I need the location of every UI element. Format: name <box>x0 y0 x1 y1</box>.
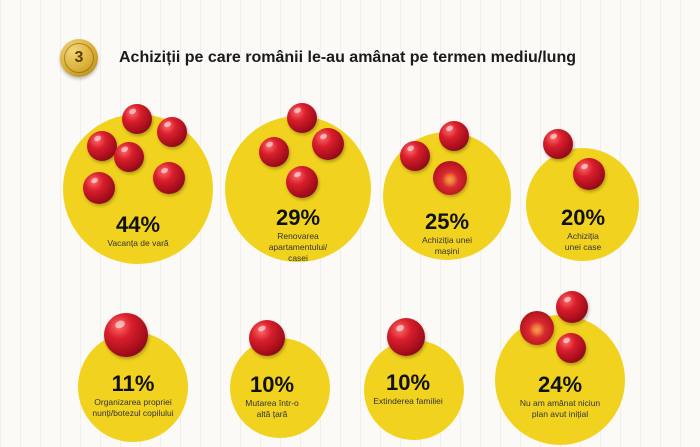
stat-wedding: 11% Organizarea propriei nunți/botezul c… <box>78 372 188 419</box>
stat-percent: 10% <box>249 372 295 397</box>
cherry-icon <box>249 320 285 356</box>
number-medal-icon: 3 <box>60 39 98 77</box>
cherry-icon <box>556 333 586 363</box>
stat-percent: 25% <box>424 209 470 234</box>
section-number: 3 <box>74 49 84 66</box>
cherry-icon <box>87 131 117 161</box>
stat-label: Mutarea într-o altă țară <box>245 398 299 419</box>
stat-percent: 11% <box>111 371 155 396</box>
page-title: Achiziții pe care românii le-au amânat p… <box>119 49 576 66</box>
stat-family: 10% Extinderea familiei <box>353 371 463 407</box>
cherry-icon <box>286 166 318 198</box>
stat-label: Nu am amânat niciun plan avut inițial <box>519 398 601 419</box>
stat-car: 25% Achiziția unei mașini <box>392 210 502 257</box>
cherry-icon <box>122 104 152 134</box>
stat-renovation: 29% Renovarea apartamentului/ casei <box>243 206 353 264</box>
cherry-icon <box>114 142 144 172</box>
cherry-half-icon <box>520 311 554 345</box>
stat-house: 20% Achiziția unei case <box>528 206 638 253</box>
cherry-icon <box>157 117 187 147</box>
cherry-icon <box>104 313 148 357</box>
stat-percent: 29% <box>275 205 321 230</box>
cherry-icon <box>259 137 289 167</box>
stat-percent: 10% <box>385 370 431 395</box>
cherry-icon <box>83 172 115 204</box>
cherry-half-icon <box>433 161 467 195</box>
cherry-icon <box>153 162 185 194</box>
cherry-icon <box>439 121 469 151</box>
stat-circle-family <box>364 340 464 440</box>
stat-no-postponement: 24% Nu am amânat niciun plan avut iniția… <box>505 373 615 420</box>
stat-label: Extinderea familiei <box>373 396 443 406</box>
stat-label: Organizarea propriei nunți/botezul copil… <box>92 397 174 418</box>
stat-label: Vacanța de vară <box>107 238 169 248</box>
stat-percent: 44% <box>115 212 161 237</box>
stat-label: Achiziția unei case <box>564 231 602 252</box>
cherry-icon <box>556 291 588 323</box>
stat-label: Achiziția unei mașini <box>421 235 473 256</box>
stat-vacation: 44% Vacanța de vară <box>83 213 193 249</box>
cherry-icon <box>543 129 573 159</box>
stat-circle-emigration <box>230 338 330 438</box>
stat-emigration: 10% Mutarea într-o altă țară <box>217 373 327 420</box>
stat-percent: 20% <box>560 205 606 230</box>
stat-label: Renovarea apartamentului/ casei <box>268 231 328 263</box>
cherry-icon <box>287 103 317 133</box>
stat-percent: 24% <box>537 372 583 397</box>
section-header: 3 Achiziții pe care românii le-au amânat… <box>60 38 576 78</box>
cherry-icon <box>400 141 430 171</box>
cherry-icon <box>312 128 344 160</box>
cherry-icon <box>573 158 605 190</box>
cherry-icon <box>387 318 425 356</box>
